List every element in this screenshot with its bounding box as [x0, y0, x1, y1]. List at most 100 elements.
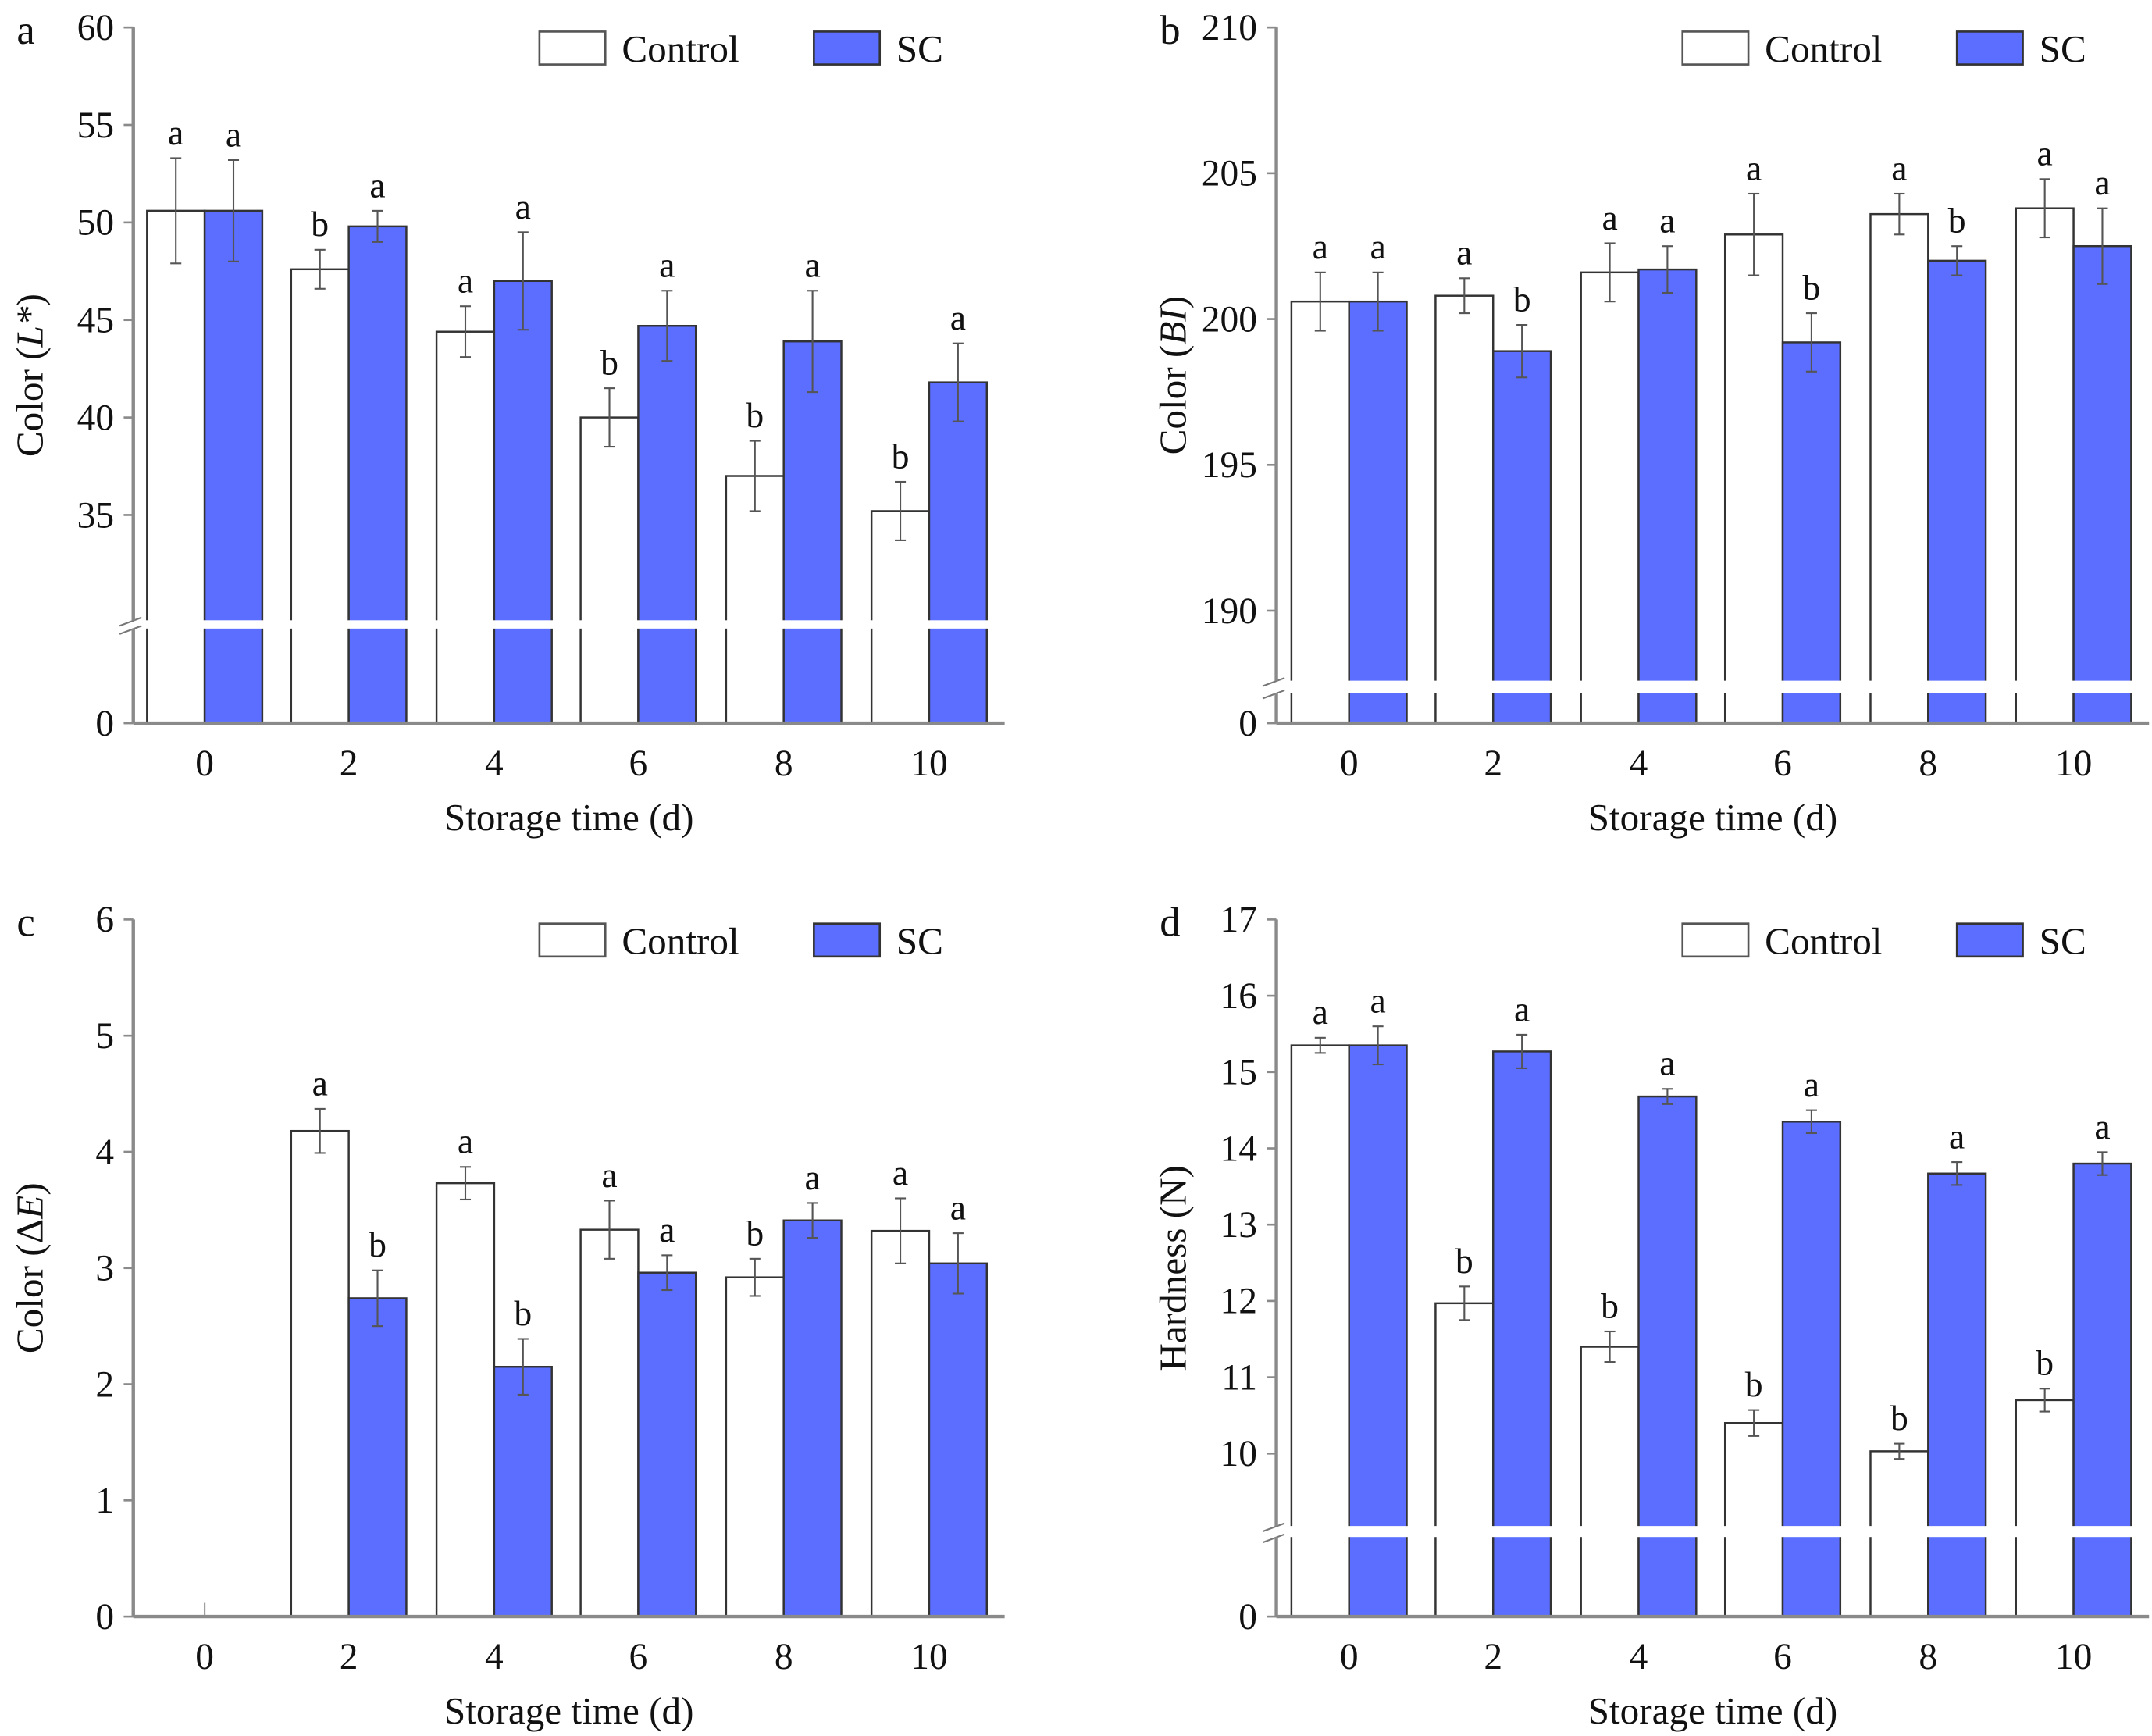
control-bar-6: [1723, 233, 1784, 725]
sc-bar-6: [637, 1271, 697, 1618]
significance-letter: a: [2094, 1107, 2110, 1146]
x-axis-label: Storage time (d): [1588, 1689, 1838, 1732]
legend-swatch-sc: [813, 922, 882, 958]
significance-letter: a: [1514, 989, 1530, 1028]
panel-label: d: [1160, 900, 1180, 945]
y-tick-label: 10: [1220, 1434, 1257, 1474]
significance-letter: a: [2037, 134, 2053, 173]
y-tick-label: 195: [1202, 445, 1257, 486]
x-tick-label: 2: [1484, 743, 1502, 784]
y-tick-label: 12: [1220, 1282, 1257, 1322]
x-tick-label: 6: [1773, 1637, 1792, 1677]
y-tick-label: 35: [77, 495, 114, 536]
y-tick-label: 210: [1202, 8, 1257, 48]
sc-bar-2: [347, 225, 408, 725]
sc-bar-0: [203, 209, 264, 725]
axis-break-gap: [1279, 1526, 2152, 1538]
significance-letter: a: [168, 112, 183, 152]
panel-label: b: [1160, 8, 1180, 53]
y-axis-label-italic: L*: [9, 306, 52, 348]
x-tick-label: 10: [2055, 1637, 2092, 1677]
y-tick-label: 5: [95, 1016, 114, 1057]
y-axis-label-text: Color (: [9, 347, 52, 457]
significance-letter: a: [893, 1153, 908, 1192]
sc-bar-4: [1637, 268, 1698, 725]
y-axis-label-text: Hardness (N): [1152, 1165, 1195, 1371]
x-axis-label: Storage time (d): [444, 1689, 694, 1732]
legend-label-control: Control: [622, 919, 739, 962]
x-tick-label: 8: [1919, 1637, 1937, 1677]
legend-swatch-sc: [1955, 922, 2024, 958]
significance-letter: a: [1949, 1117, 1965, 1157]
sc-bar-4: [493, 280, 553, 725]
sc-bar-10: [928, 1262, 989, 1618]
control-bar-4: [1580, 271, 1640, 725]
legend-swatch-control: [1681, 922, 1750, 958]
panel-label: c: [16, 900, 34, 945]
y-tick-label: 11: [1221, 1357, 1257, 1398]
sc-bar-4: [493, 1365, 553, 1618]
axis-break-gap: [1279, 680, 2152, 693]
significance-letter: b: [1802, 268, 1820, 308]
significance-letter: a: [601, 1155, 617, 1195]
significance-letter: b: [1948, 201, 1966, 241]
legend-label-sc: SC: [2040, 27, 2086, 70]
legend-label-control: Control: [1765, 27, 1882, 70]
y-axis-label-text: Color (: [1152, 345, 1195, 455]
significance-letter: b: [369, 1224, 387, 1264]
x-tick-label: 0: [195, 1637, 214, 1677]
control-bar-0: [1290, 300, 1350, 725]
significance-letter: a: [1659, 201, 1675, 241]
sc-bar-8: [1927, 1172, 1987, 1618]
control-bar-6: [579, 416, 640, 725]
control-bar-4: [1580, 1346, 1640, 1618]
significance-letter: b: [1890, 1398, 1908, 1438]
legend-label-control: Control: [1765, 919, 1882, 962]
x-tick-label: 10: [910, 743, 947, 784]
significance-letter: a: [804, 245, 820, 285]
significance-letter: a: [2094, 162, 2110, 202]
control-bar-0: [146, 209, 206, 725]
y-axis-label-text: ): [9, 294, 52, 306]
sc-bar-8: [782, 340, 843, 725]
significance-letter: b: [311, 204, 329, 244]
x-axis-label: Storage time (d): [1588, 796, 1838, 839]
x-tick-label: 2: [340, 1637, 358, 1677]
significance-letter: b: [1745, 1364, 1763, 1404]
y-tick-label: 55: [77, 105, 114, 146]
axis-break-mark: [1262, 1533, 1285, 1544]
significance-letter: b: [514, 1293, 532, 1333]
significance-letter: a: [515, 187, 531, 226]
y-axis-label: Color (BI): [1152, 296, 1195, 455]
y-tick-label: 200: [1202, 299, 1257, 340]
y-tick-label: 4: [95, 1132, 114, 1173]
significance-letter: b: [1601, 1285, 1619, 1325]
significance-letter: a: [458, 1121, 473, 1161]
sc-bar-10: [928, 381, 989, 725]
y-tick-label: 0: [1238, 1597, 1257, 1638]
significance-letter: a: [1313, 226, 1328, 266]
axis-break-mark: [1262, 689, 1285, 700]
significance-letter: a: [1370, 226, 1385, 266]
legend-label-sc: SC: [896, 27, 943, 70]
control-bar-8: [725, 1276, 785, 1618]
y-tick-label: 0: [95, 1597, 114, 1638]
y-axis-label-italic: BI: [1152, 307, 1195, 345]
axis-break-mark: [119, 616, 142, 627]
y-tick-label: 16: [1220, 976, 1257, 1017]
significance-letter: a: [1456, 233, 1472, 273]
y-tick-label: 14: [1220, 1128, 1257, 1169]
y-tick-label: 13: [1220, 1205, 1257, 1246]
sc-bar-2: [1491, 350, 1552, 725]
y-tick-label: 1: [95, 1481, 114, 1521]
control-bar-6: [579, 1228, 640, 1618]
y-tick-label: 15: [1220, 1053, 1257, 1093]
significance-letter: a: [1370, 981, 1385, 1021]
panel-label: a: [16, 8, 34, 53]
significance-letter: a: [804, 1157, 820, 1197]
x-tick-label: 6: [1773, 743, 1792, 784]
sc-bar-0: [1348, 1044, 1408, 1618]
control-bar-2: [1434, 294, 1495, 725]
y-tick-label: 3: [95, 1249, 114, 1289]
